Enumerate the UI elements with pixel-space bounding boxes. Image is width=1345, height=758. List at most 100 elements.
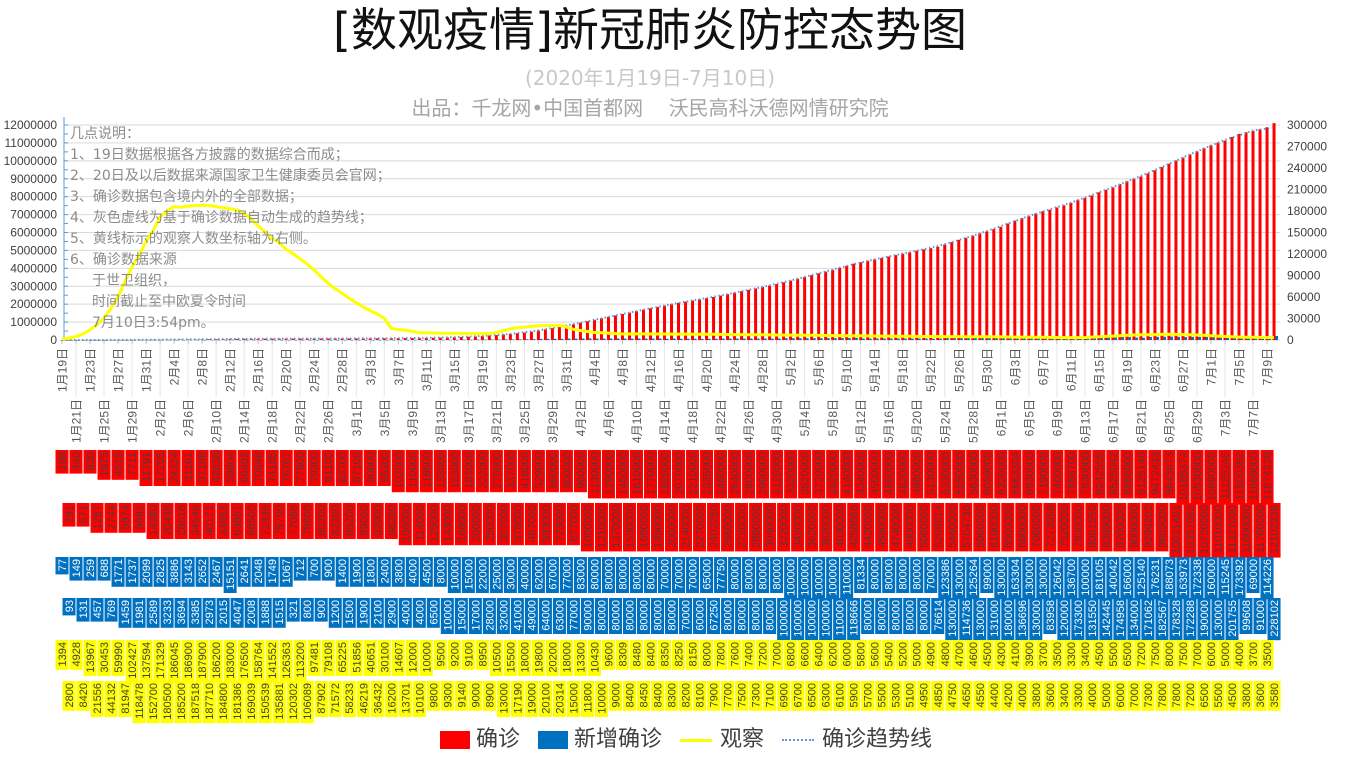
right-axis-tick-label: 150000	[1287, 226, 1327, 240]
x-axis-tick-label: 6月19日	[1120, 348, 1134, 392]
new-confirmed-data-label-box	[146, 598, 160, 628]
new-confirmed-data-label: 81334	[856, 559, 868, 590]
confirmed-bar	[670, 304, 674, 340]
observation-data-label: 10100	[414, 683, 426, 714]
new-confirmed-bar	[406, 339, 410, 341]
note-item: 4、灰色虚线为基于确诊数据自动生成的趋势线；	[70, 210, 373, 226]
observation-data-label-box	[62, 681, 76, 711]
observation-data-label: 5500	[1108, 642, 1120, 666]
confirmed-data-label-box	[693, 503, 707, 552]
confirmed-data-label: 10880000	[1206, 452, 1218, 501]
new-confirmed-data-label-box	[321, 557, 335, 581]
observation-data-label: 8350	[660, 642, 672, 666]
legend-item-confirmed[interactable]: 确诊	[440, 724, 520, 756]
new-confirmed-data-label-box	[1246, 557, 1260, 593]
confirmed-bar	[354, 338, 358, 340]
confirmed-data-label-box	[608, 503, 622, 552]
confirmed-data-label: 1210000	[597, 505, 609, 548]
observation-data-label: 102427	[127, 642, 139, 679]
confirmed-data-label-box	[1211, 503, 1225, 558]
confirmed-bar	[824, 271, 828, 340]
new-confirmed-data-label: 1067	[281, 559, 293, 583]
observation-data-label-box	[798, 640, 812, 670]
confirmed-bar	[326, 338, 330, 340]
new-confirmed-data-label: 321	[288, 600, 300, 618]
new-confirmed-data-label-box	[1141, 598, 1155, 641]
new-confirmed-data-label: 1515	[274, 600, 286, 624]
observation-data-label-box	[629, 640, 643, 670]
legend-item-observation[interactable]: 观察	[680, 724, 764, 756]
observation-data-label: 3700	[1248, 642, 1260, 666]
new-confirmed-bar	[1247, 338, 1251, 340]
new-confirmed-data-label-box	[1218, 557, 1232, 600]
new-confirmed-data-label-box	[847, 598, 861, 641]
new-confirmed-data-label: 172338	[1192, 559, 1204, 596]
new-confirmed-bar	[960, 337, 963, 340]
confirmed-bar	[999, 226, 1003, 340]
x-axis-tick-label: 5月16日	[882, 399, 896, 443]
confirmed-bar	[1223, 140, 1227, 340]
confirmed-data-label-box	[202, 503, 216, 539]
confirmed-data-label: 1770000	[646, 452, 658, 495]
confirmed-bar	[1216, 142, 1220, 340]
confirmed-data-label-box	[545, 450, 559, 493]
observation-labels: 1394280049288420139672155630453441325999…	[55, 640, 1281, 724]
new-confirmed-data-label-box	[615, 557, 629, 593]
new-confirmed-data-label: 62000	[533, 559, 545, 590]
confirmed-bar	[1132, 178, 1136, 340]
new-confirmed-data-label: 171062	[1143, 600, 1155, 637]
observation-data-label-box	[195, 640, 209, 683]
observation-data-label: 141552	[267, 642, 279, 679]
confirmed-data-label: 11010000	[1213, 505, 1225, 553]
observation-data-label: 1394	[57, 642, 69, 666]
new-confirmed-bar	[91, 339, 95, 341]
observation-data-label-box	[952, 640, 966, 670]
legend-item-trend[interactable]: 确诊趋势线	[782, 724, 932, 756]
confirmed-data-label: 723000	[554, 505, 566, 542]
new-confirmed-data-label: 100000	[786, 559, 798, 596]
confirmed-data-label-box	[959, 503, 973, 552]
new-confirmed-data-label-box	[223, 557, 237, 593]
confirmed-bar	[978, 233, 982, 340]
new-confirmed-data-label-box	[1169, 598, 1183, 641]
observation-data-label-box	[1071, 681, 1085, 711]
new-confirmed-data-label-box	[1092, 557, 1106, 600]
new-confirmed-data-label-box	[819, 598, 833, 641]
new-confirmed-data-label-box	[756, 557, 770, 593]
new-confirmed-data-label: 1888	[260, 600, 272, 624]
left-axis-tick-label: 3000000	[10, 279, 57, 293]
observation-data-label: 9000	[611, 683, 623, 707]
confirmed-bar	[417, 337, 421, 340]
observation-data-label: 7000	[1192, 642, 1204, 666]
confirmed-data-label-box	[1029, 503, 1043, 552]
observation-data-label-box	[202, 681, 216, 724]
new-confirmed-bar	[1037, 337, 1040, 340]
observation-data-label-box	[1099, 681, 1113, 711]
confirmed-data-label: 90800	[365, 452, 377, 483]
right-axis-tick-label: 240000	[1287, 161, 1327, 175]
confirmed-data-label: 660000	[547, 452, 559, 489]
confirmed-bar	[550, 328, 554, 340]
x-axis-tick-label: 5月6日	[812, 348, 826, 385]
legend-label: 确诊趋势线	[822, 727, 933, 752]
legend-item-new-confirmed[interactable]: 新增确诊	[538, 724, 662, 756]
new-confirmed-data-label-box	[679, 598, 693, 634]
x-axis-tick-label: 6月27日	[1177, 348, 1191, 392]
confirmed-data-label: 7190000	[1038, 452, 1050, 495]
new-confirmed-data-label-box	[854, 557, 868, 593]
observation-data-label-box	[419, 640, 433, 676]
new-confirmed-bar	[750, 338, 753, 340]
observation-data-label: 6000	[1206, 642, 1218, 666]
new-confirmed-data-label: 64000	[540, 600, 552, 631]
new-confirmed-data-label-box	[328, 598, 342, 628]
observation-data-label: 126363	[281, 642, 293, 679]
confirmed-bar	[158, 339, 162, 341]
x-axis-tick-label: 4月4日	[588, 348, 602, 385]
confirmed-data-label: 6320000	[996, 452, 1008, 495]
new-confirmed-bar	[1275, 335, 1279, 340]
observation-data-label-box	[1155, 681, 1169, 711]
observation-data-label: 13967	[85, 642, 97, 673]
new-confirmed-data-label: 800	[302, 600, 314, 618]
confirmed-data-label-box	[174, 503, 188, 539]
confirmed-data-label-box	[97, 450, 111, 480]
